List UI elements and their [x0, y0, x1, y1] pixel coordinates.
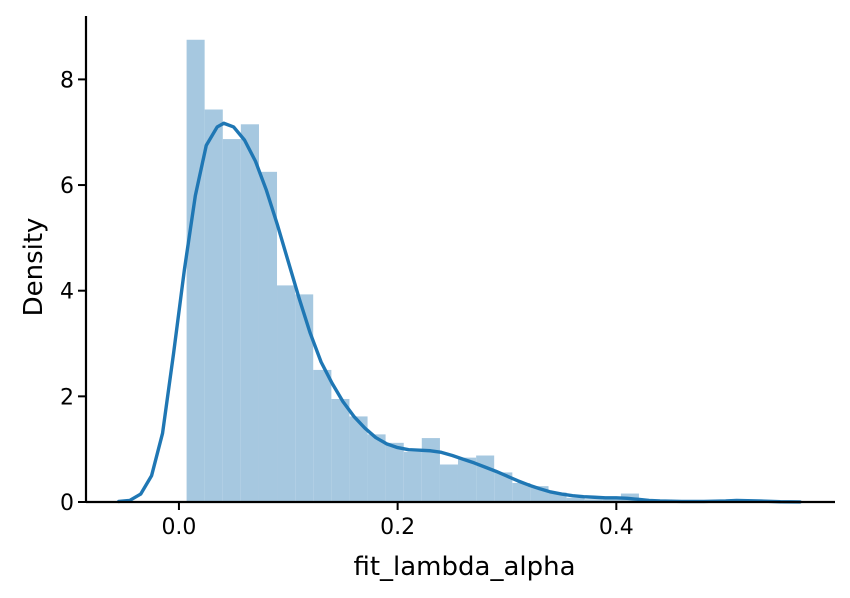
histogram-bar [602, 499, 621, 502]
histogram-bar [584, 499, 603, 502]
y-axis-ticks: 0 2 4 6 8 [60, 68, 86, 516]
histogram-bar [403, 451, 422, 502]
histogram-bar [240, 124, 259, 502]
histogram-bar [385, 442, 404, 502]
histogram-bar [204, 109, 223, 502]
kde-curve [117, 121, 802, 504]
histogram-bar [439, 464, 458, 502]
histogram-bar [421, 438, 440, 502]
histogram-bar [258, 171, 278, 502]
y-tick-label: 4 [60, 280, 74, 305]
x-tick-label: 0.0 [161, 515, 196, 540]
histogram-bar [548, 492, 567, 502]
histogram-bar [331, 398, 350, 502]
histogram-bars [186, 39, 639, 503]
histogram-bar [222, 139, 241, 502]
histogram-bar [476, 455, 495, 502]
histogram-bar [349, 416, 368, 502]
y-tick-label: 6 [60, 174, 74, 199]
histogram-bar [457, 457, 477, 502]
histogram-bar [566, 497, 585, 502]
x-axis-ticks: 0.0 0.2 0.4 [161, 502, 634, 540]
histogram-bar [295, 294, 314, 502]
x-tick-label: 0.4 [599, 515, 634, 540]
histogram-bar [494, 472, 513, 502]
x-tick-label: 0.2 [380, 515, 415, 540]
x-axis-title: fit_lambda_alpha [353, 552, 575, 582]
histogram-bar [186, 39, 205, 503]
y-axis-title: Density [19, 218, 49, 317]
histogram-bar [313, 369, 332, 502]
y-tick-label: 0 [60, 491, 74, 516]
histogram-bar [277, 285, 296, 502]
y-tick-label: 2 [60, 385, 74, 410]
histogram-bar [367, 434, 386, 502]
histogram-bar [512, 482, 531, 502]
y-tick-label: 8 [60, 68, 74, 93]
